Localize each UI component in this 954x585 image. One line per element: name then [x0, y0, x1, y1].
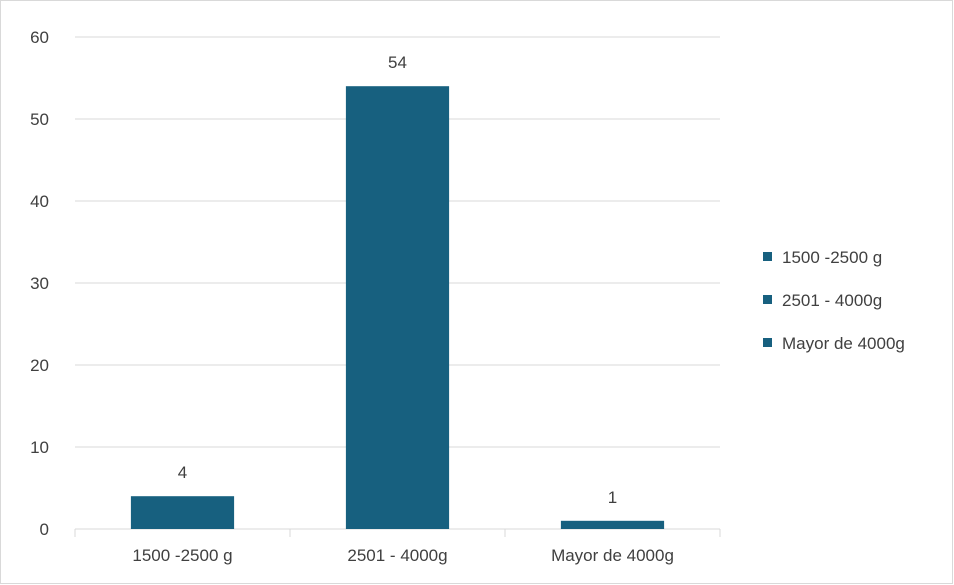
y-tick-label: 30 [30, 274, 49, 293]
legend-label-3: Mayor de 4000g [782, 334, 905, 353]
legend-swatch-1 [763, 252, 772, 261]
data-label-2: 54 [388, 53, 407, 72]
bars [130, 86, 665, 529]
y-tick-label: 60 [30, 28, 49, 47]
legend-label-1: 1500 -2500 g [782, 248, 882, 267]
x-category-label-1: 1500 -2500 g [132, 546, 232, 565]
y-tick-label: 10 [30, 438, 49, 457]
y-tick-label: 20 [30, 356, 49, 375]
bar-3 [560, 520, 665, 529]
data-label-3: 1 [608, 488, 617, 507]
legend: 1500 -2500 g 2501 - 4000g Mayor de 4000g [763, 248, 905, 353]
bar-1 [130, 496, 235, 529]
bar-2 [345, 86, 450, 529]
legend-swatch-3 [763, 338, 772, 347]
y-tick-label: 40 [30, 192, 49, 211]
x-category-label-3: Mayor de 4000g [551, 546, 674, 565]
y-tick-label: 50 [30, 110, 49, 129]
data-label-1: 4 [178, 463, 187, 482]
x-category-label-2: 2501 - 4000g [347, 546, 447, 565]
labels: 0 10 20 30 40 50 60 4 1500 -2500 g 54 2501 - 4000g… [30, 28, 674, 565]
y-tick-label: 0 [40, 520, 49, 539]
legend-label-2: 2501 - 4000g [782, 291, 882, 310]
legend-swatch-2 [763, 295, 772, 304]
axes [74, 528, 721, 537]
